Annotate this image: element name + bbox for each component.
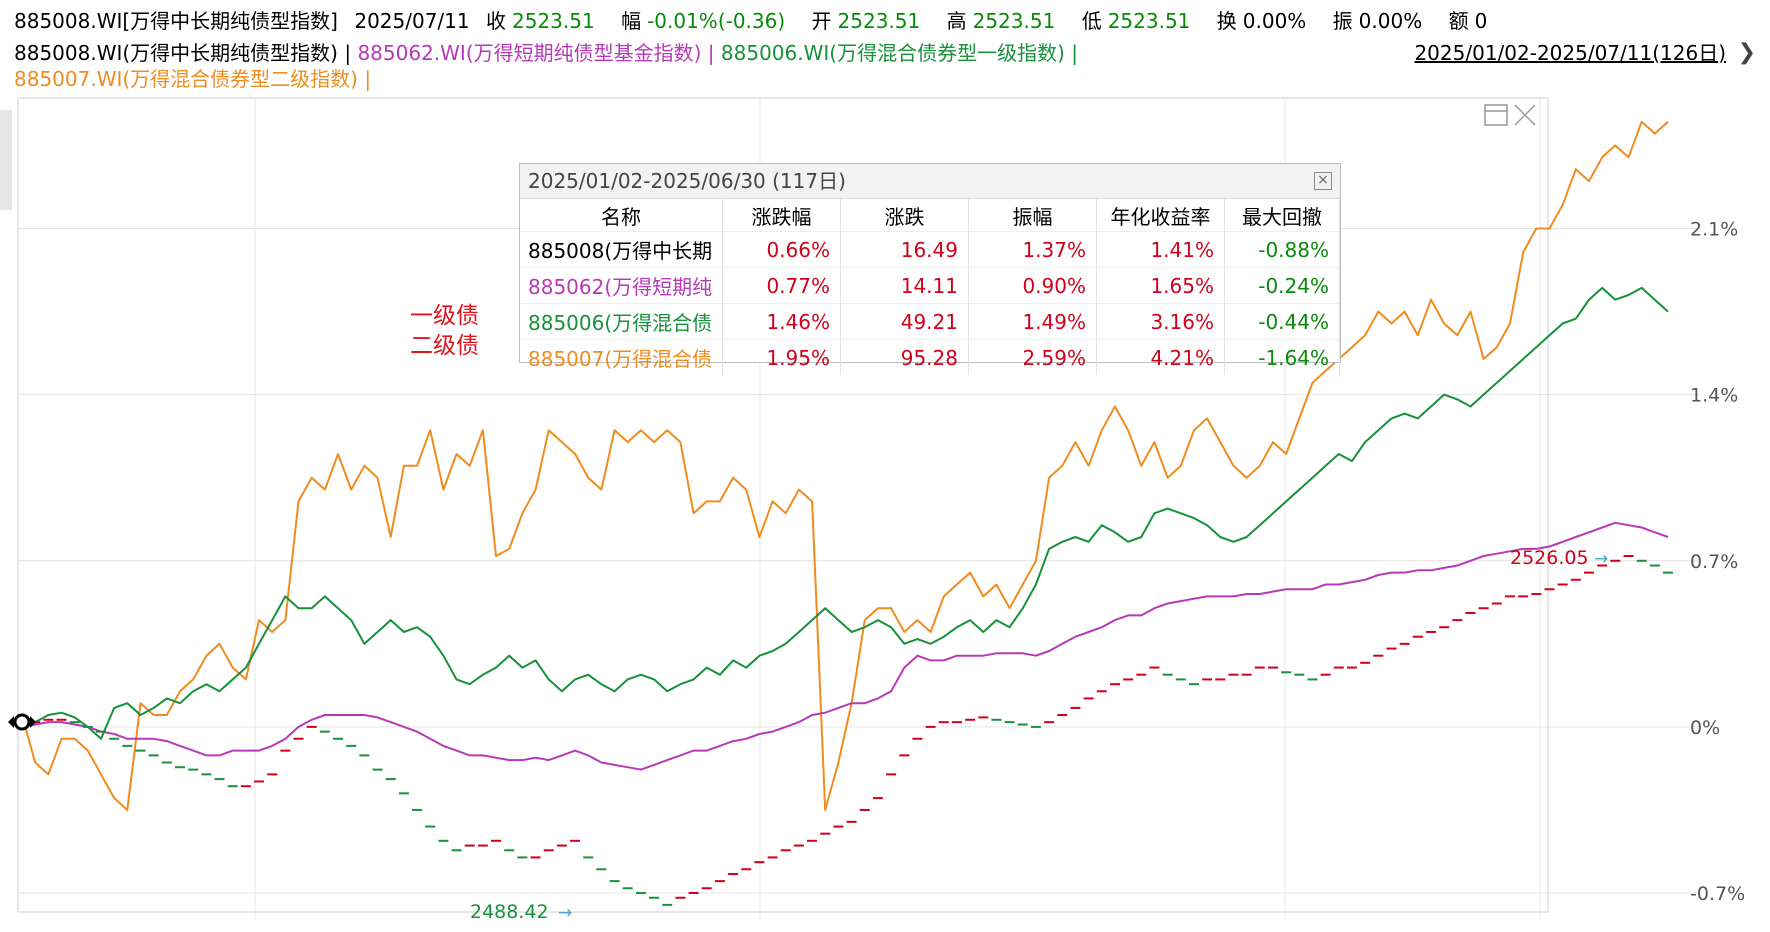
quote-amplitude: 振 0.00%: [1332, 9, 1423, 33]
row-ann: 3.16%: [1096, 303, 1225, 340]
row-ann: 1.65%: [1096, 267, 1225, 304]
row-name: 885062(万得短期纯: [520, 267, 723, 304]
quote-date: 2025/07/11: [354, 9, 470, 33]
y-axis: 2.1% 1.4% 0.7% 0% -0.7%: [1690, 219, 1745, 905]
legend-item-885062[interactable]: 885062.WI(万得短期纯债型基金指数) |: [357, 41, 715, 65]
row-chg: 16.49: [840, 231, 969, 268]
col-amp: 振幅: [968, 199, 1097, 232]
note-second-grade: 二级债: [410, 333, 479, 359]
row-pct: 0.77%: [722, 267, 841, 304]
table-row[interactable]: 885008(万得中长期 0.66% 16.49 1.37% 1.41% -0.…: [520, 231, 1340, 268]
quote-symbol: 885008.WI[万得中长期纯债型指数]: [14, 9, 338, 33]
maximize-icon[interactable]: [1484, 104, 1508, 126]
row-name: 885008(万得中长期: [520, 231, 723, 268]
row-dd: -1.64%: [1224, 339, 1340, 375]
stats-title: 2025/01/02-2025/06/30 (117日) ×: [520, 164, 1340, 199]
col-ann: 年化收益率: [1096, 199, 1225, 232]
stats-title-text: 2025/01/02-2025/06/30 (117日): [528, 169, 846, 193]
quote-turnover: 换 0.00%: [1216, 9, 1307, 33]
legend-item-885006[interactable]: 885006.WI(万得混合债券型一级指数) |: [720, 41, 1078, 65]
series-layer: [17, 120, 1673, 906]
row-dd: -0.44%: [1224, 303, 1340, 340]
low-value-label: 2488.42: [470, 901, 549, 923]
row-chg: 95.28: [840, 339, 969, 375]
row-dd: -0.24%: [1224, 267, 1340, 304]
series-885008: [17, 555, 1673, 906]
date-range-link[interactable]: 2025/01/02-2025/07/11(126日): [1414, 41, 1726, 65]
quote-change: 幅 -0.01%(-0.36): [621, 9, 786, 33]
series-885062-line: [21, 521, 1669, 771]
legend-item-885007[interactable]: 885007.WI(万得混合债券型二级指数) |: [14, 67, 372, 91]
row-dd: -0.88%: [1224, 231, 1340, 268]
y-tick-label: 0.7%: [1690, 551, 1738, 573]
legend-item-885008[interactable]: 885008.WI(万得中长期纯债型指数) |: [14, 41, 352, 65]
y-tick-label: 0%: [1690, 717, 1720, 739]
legend-row-1: 885008.WI(万得中长期纯债型指数) | 885062.WI(万得短期纯债…: [14, 40, 1078, 66]
col-dd: 最大回撤: [1224, 199, 1340, 232]
legend-row-2: 885007.WI(万得混合债券型二级指数) |: [14, 66, 371, 92]
plot-frame: [17, 97, 1549, 913]
close-icon[interactable]: ×: [1314, 172, 1332, 190]
stats-table: 名称 涨跌幅 涨跌 振幅 年化收益率 最大回撤 885008(万得中长期 0.6…: [520, 199, 1340, 375]
close-chart-icon[interactable]: [1514, 104, 1536, 126]
row-amp: 0.90%: [968, 267, 1097, 304]
toolbar-tab-active[interactable]: [0, 110, 12, 210]
row-amp: 2.59%: [968, 339, 1097, 375]
table-row[interactable]: 885006(万得混合债 1.46% 49.21 1.49% 3.16% -0.…: [520, 303, 1340, 340]
interval-stats-panel: 2025/01/02-2025/06/30 (117日) × 名称 涨跌幅 涨跌…: [519, 163, 1341, 375]
row-chg: 14.11: [840, 267, 969, 304]
col-pct: 涨跌幅: [722, 199, 841, 232]
row-amp: 1.49%: [968, 303, 1097, 340]
quote-bar: 885008.WI[万得中长期纯债型指数] 2025/07/11 收 2523.5…: [14, 6, 1507, 36]
y-tick-label: 1.4%: [1690, 385, 1738, 407]
crosshair-cursor-icon[interactable]: [8, 713, 36, 731]
row-pct: 1.95%: [722, 339, 841, 375]
low-arrow-icon: →: [558, 903, 572, 923]
left-toolbar: [0, 40, 12, 600]
stats-header-row: 名称 涨跌幅 涨跌 振幅 年化收益率 最大回撤: [520, 199, 1340, 232]
quote-high: 高 2523.51: [946, 9, 1056, 33]
row-name: 885007(万得混合债: [520, 339, 723, 375]
row-ann: 1.41%: [1096, 231, 1225, 268]
col-name: 名称: [520, 199, 723, 232]
row-ann: 4.21%: [1096, 339, 1225, 375]
row-pct: 1.46%: [722, 303, 841, 340]
row-name: 885006(万得混合债: [520, 303, 723, 340]
col-chg: 涨跌: [840, 199, 969, 232]
note-first-grade: 一级债: [410, 303, 479, 329]
row-amp: 1.37%: [968, 231, 1097, 268]
y-tick-label: -0.7%: [1690, 883, 1745, 905]
quote-open: 开 2523.51: [811, 9, 921, 33]
high-arrow-icon: →: [1594, 549, 1608, 569]
table-row[interactable]: 885007(万得混合债 1.95% 95.28 2.59% 4.21% -1.…: [520, 339, 1340, 375]
row-pct: 0.66%: [722, 231, 841, 268]
quote-low: 低 2523.51: [1081, 9, 1191, 33]
quote-close: 收 2523.51: [485, 9, 595, 33]
chevron-right-icon[interactable]: ❯: [1737, 40, 1756, 65]
y-tick-label: 2.1%: [1690, 219, 1738, 241]
high-value-label: 2526.05: [1510, 547, 1589, 569]
row-chg: 49.21: [840, 303, 969, 340]
series-885006-line: [21, 286, 1669, 740]
series-885007-line: [21, 120, 1669, 811]
table-row[interactable]: 885062(万得短期纯 0.77% 14.11 0.90% 1.65% -0.…: [520, 267, 1340, 304]
